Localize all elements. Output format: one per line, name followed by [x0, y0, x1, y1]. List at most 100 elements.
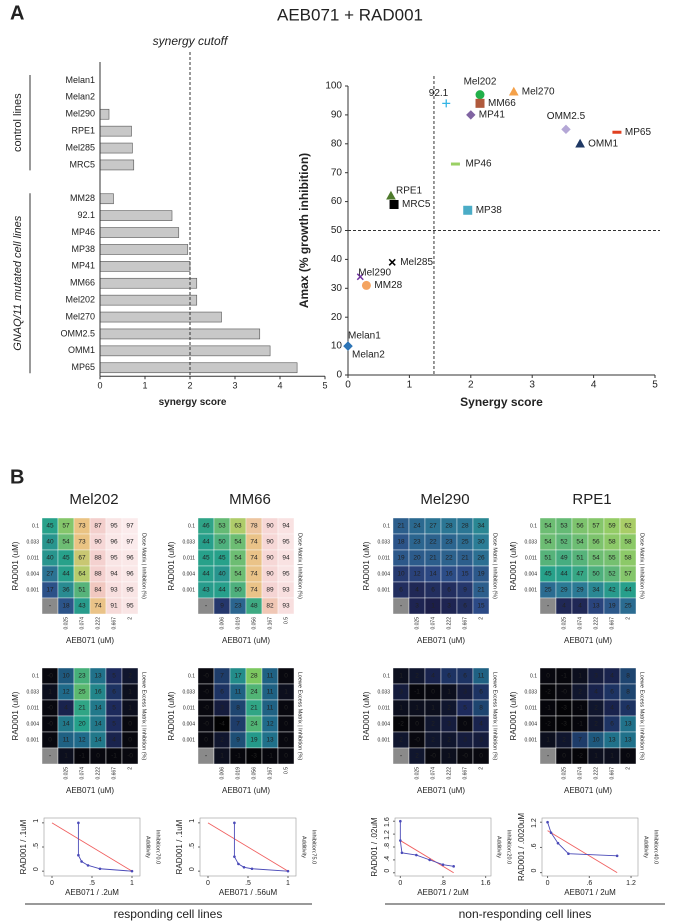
point: [415, 853, 418, 857]
point: [356, 273, 364, 281]
panel-label: A: [10, 2, 24, 24]
y-axis-label: RAD001 (uM): [362, 691, 371, 740]
chart-title: Mel290: [420, 491, 469, 508]
y-tick-label: 0.033: [26, 539, 39, 545]
y-tick-label: 0: [531, 869, 538, 873]
cell-value: 6: [463, 603, 467, 610]
point: [615, 854, 619, 858]
x-axis-label: AEB071 (uM): [564, 636, 612, 645]
point: [242, 866, 246, 869]
y-tick-label: 0.011: [525, 705, 537, 711]
cell-value: 1: [594, 753, 598, 760]
legend-label: Additivity: [145, 836, 151, 858]
x-tick-label: 0.667: [609, 617, 615, 630]
chart-title: MM66: [229, 491, 271, 508]
cell-value: 96: [126, 571, 134, 578]
cell-value: 16: [94, 689, 102, 696]
cell-value: -2: [545, 721, 551, 728]
cell-value: 29: [576, 587, 584, 594]
cell-value: 28: [461, 523, 469, 530]
cell-value: 12: [78, 737, 86, 744]
cell-value: -3: [561, 721, 567, 728]
point: [556, 841, 560, 845]
y-tick-label: 0.011: [183, 555, 195, 561]
x-tick-label: 0.222: [593, 767, 599, 780]
cell: [277, 747, 295, 765]
cell-value: 97: [126, 523, 134, 530]
x-axis-label: AEB071 (uM): [66, 636, 114, 645]
bar: [99, 277, 198, 289]
cell-value: 2: [399, 737, 403, 744]
cell-value: 1: [447, 753, 451, 760]
y-tick-label: 0.033: [377, 539, 390, 545]
cell-value: -1: [414, 689, 420, 696]
bar: [99, 328, 261, 340]
category-label: Melan1: [65, 75, 95, 85]
y-axis-label: RAD001 (uM): [11, 541, 20, 590]
cell-value: 7: [236, 721, 240, 728]
origin-label: -: [547, 603, 550, 610]
y-tick-label: 0.1: [32, 523, 39, 529]
y-tick-label: 0.033: [524, 689, 537, 695]
chart-title: RPE1: [572, 491, 611, 508]
cell-value: 50: [592, 571, 600, 578]
x-tick-label: 0: [398, 880, 402, 887]
cell-value: 45: [62, 555, 70, 562]
y-tick-label: 0.004: [524, 571, 537, 577]
x-tick-label: 0.667: [609, 767, 615, 780]
x-tick-label: 4: [591, 380, 597, 391]
cell-value: 3: [447, 603, 451, 610]
x-tick-label: 0.167: [267, 767, 273, 780]
x-tick-label: 0.025: [414, 617, 420, 630]
cell-value: 4: [610, 673, 614, 680]
side-label: Loewe Excess Matrix | Inhibition (%): [639, 672, 645, 761]
x-tick-label: 2: [478, 617, 484, 620]
cell-value: 94: [282, 523, 290, 530]
y-tick-label: 0: [336, 370, 342, 381]
cell-value: 50: [234, 587, 242, 594]
cell-value: -0: [203, 705, 209, 712]
cell-value: 6: [479, 689, 483, 696]
cell-value: 3: [220, 705, 224, 712]
y-tick-label: .8: [384, 843, 391, 849]
legend-label: Inhibition:40.0: [653, 830, 659, 864]
point: [612, 130, 622, 134]
point: [561, 124, 571, 135]
cell-value: 96: [126, 555, 134, 562]
y-tick-label: 0.001: [377, 737, 390, 743]
x-axis-label: AEB071 (uM): [66, 786, 114, 795]
x-tick-label: 0.074: [430, 617, 436, 630]
cell-value: 7: [578, 737, 582, 744]
y-tick-label: 1.2: [531, 818, 538, 828]
cell-value: 11: [63, 737, 70, 744]
cell-value: 2: [594, 721, 598, 728]
cell-value: 0: [96, 753, 100, 760]
x-tick-label: 0.167: [267, 617, 273, 630]
x-tick-label: 0: [206, 880, 210, 887]
cell-value: 21: [78, 705, 86, 712]
point: [361, 280, 371, 290]
y-tick-label: .6: [531, 843, 538, 849]
cell-value: 21: [477, 587, 485, 594]
cell-value: 23: [78, 673, 86, 680]
y-tick-label: 0.001: [26, 737, 39, 743]
x-tick-label: 0.025: [561, 767, 567, 780]
y-tick-label: 40: [331, 254, 343, 265]
cell-value: 0: [546, 673, 550, 680]
cell-value: 4: [479, 721, 483, 728]
cell-value: 40: [46, 539, 54, 546]
origin-label: -: [400, 603, 403, 610]
x-tick-label: 1.6: [481, 880, 491, 887]
cell-value: 28: [250, 673, 258, 680]
cell-value: 54: [234, 539, 242, 546]
cell-value: 13: [624, 721, 632, 728]
point: [442, 99, 451, 108]
x-tick-label: 0.667: [111, 617, 117, 630]
cell-value: 87: [94, 523, 102, 530]
y-tick-label: 60: [331, 196, 343, 207]
legend-label: Additivity: [643, 836, 649, 858]
y-tick-label: 0.004: [182, 571, 195, 577]
point: [508, 86, 519, 96]
cell-value: 6: [220, 689, 224, 696]
